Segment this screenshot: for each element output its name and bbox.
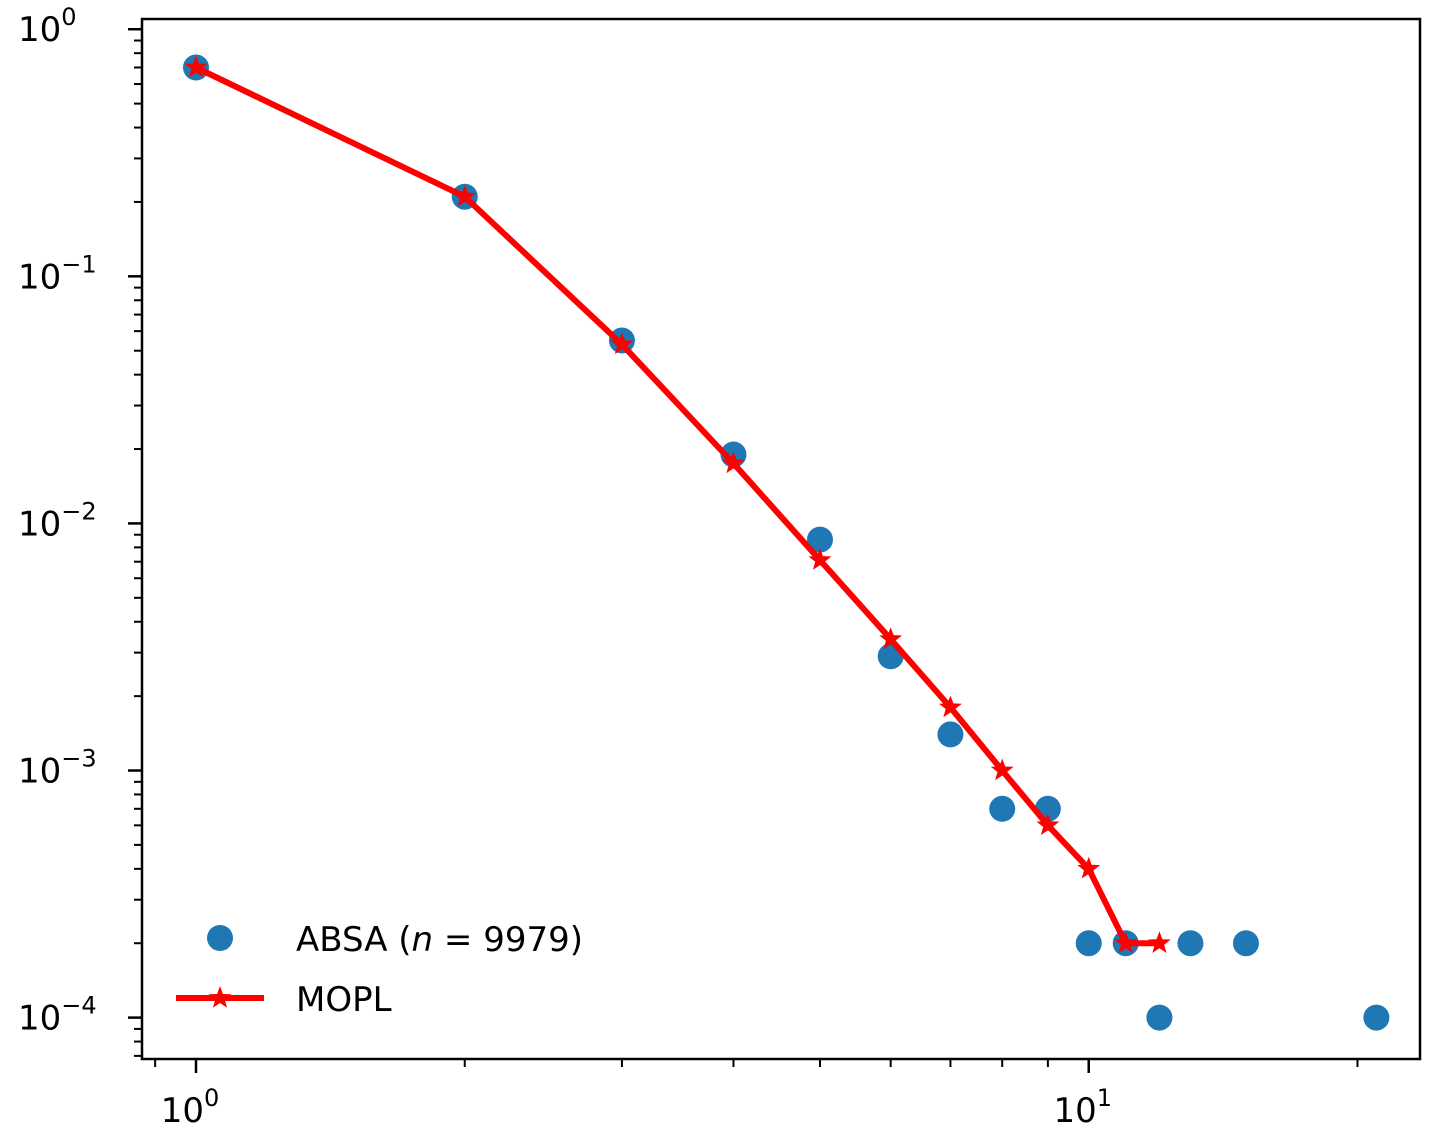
- absa-point: [937, 721, 964, 748]
- plot-background: [142, 19, 1420, 1059]
- absa-point: [1177, 930, 1204, 957]
- absa-point: [806, 526, 833, 553]
- y-tick-label: 10−1: [18, 250, 97, 297]
- mopl-point: [1036, 813, 1060, 836]
- mopl-point: [1077, 856, 1101, 879]
- mopl-point: [184, 55, 208, 78]
- legend-label-mopl: MOPL: [296, 980, 392, 1020]
- mopl-point: [453, 184, 477, 207]
- series-layer: [182, 54, 1390, 1031]
- mopl-point: [722, 451, 745, 474]
- absa-point: [1232, 930, 1259, 957]
- legend-marker-absa: [207, 925, 233, 951]
- mopl-point: [879, 627, 903, 649]
- mopl-point: [808, 548, 832, 570]
- absa-point: [1363, 1004, 1390, 1031]
- mopl-point: [610, 332, 634, 355]
- y-tick-label: 10−4: [18, 992, 97, 1039]
- y-tick-label: 10−3: [18, 745, 97, 792]
- minor-ticks: [134, 39, 1359, 1067]
- legend: ABSA (n = 9979) MOPL: [176, 920, 583, 1020]
- y-tick-label: 100: [18, 3, 77, 50]
- plot-frame: [140, 17, 1422, 1061]
- mopl-point: [990, 758, 1014, 781]
- x-tick-label: 101: [1053, 1084, 1112, 1131]
- y-tick-label: 10−2: [18, 497, 97, 544]
- absa-point: [989, 795, 1016, 822]
- mopl-point: [1148, 931, 1171, 953]
- absa-point: [1075, 930, 1102, 957]
- legend-label-absa: ABSA (n = 9979): [296, 920, 583, 960]
- x-tick-label: 100: [161, 1084, 220, 1131]
- mopl-point: [1114, 931, 1138, 953]
- mopl-point: [939, 695, 962, 718]
- tick-labels: 100 101 100 10−1 10−2 10−3 10−4: [18, 3, 1112, 1131]
- major-ticks: [128, 27, 1090, 1073]
- mopl-line: [194, 64, 1160, 947]
- legend-marker-mopl: [208, 986, 232, 1008]
- absa-point: [1146, 1004, 1173, 1031]
